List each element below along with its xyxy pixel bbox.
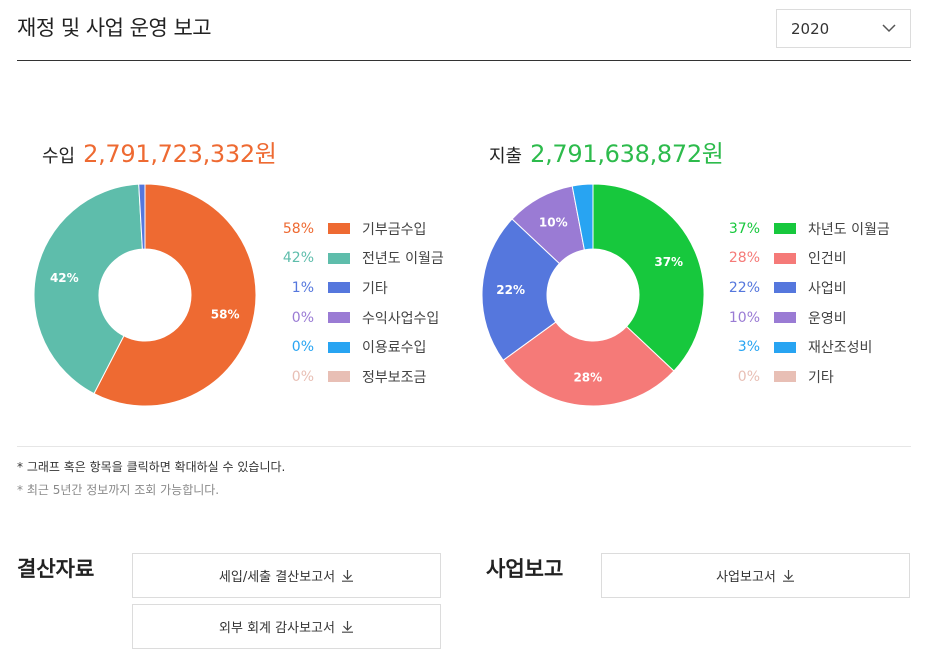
legend-label: 기타: [808, 369, 834, 386]
legend-label: 기부금수입: [362, 221, 427, 238]
legend-label: 수익사업수입: [362, 310, 440, 327]
title-divider: [17, 60, 911, 61]
legend-swatch: [774, 341, 796, 353]
income-expense-report-download-button[interactable]: 세입/세출 결산보고서: [132, 553, 441, 598]
expense-slice-label: 28%: [573, 370, 602, 384]
button-label: 외부 회계 감사보고서: [219, 621, 335, 636]
expense-legend-item[interactable]: 28% 인건비: [726, 244, 890, 274]
expense-slice-label: 37%: [654, 255, 683, 269]
business-heading: 사업보고: [486, 557, 564, 581]
legend-swatch: [328, 223, 350, 235]
legend-swatch: [328, 252, 350, 264]
range-hint-note: * 최근 5년간 정보까지 조회 가능합니다.: [17, 483, 220, 497]
expense-legend-item[interactable]: 0% 기타: [726, 362, 890, 392]
chevron-down-icon: [882, 24, 896, 33]
legend-swatch: [328, 341, 350, 353]
income-slice-label: 42%: [50, 271, 79, 285]
expense-legend-item[interactable]: 37% 차년도 이월금: [726, 214, 890, 244]
legend-percent: 1%: [291, 279, 314, 296]
legend-percent: 0%: [291, 309, 314, 326]
legend-percent: 3%: [737, 339, 760, 356]
click-hint-note: * 그래프 혹은 항목을 클릭하면 확대하실 수 있습니다.: [17, 460, 286, 474]
legend-percent: 37%: [728, 220, 760, 237]
legend-swatch: [774, 252, 796, 264]
section-divider: [17, 446, 911, 447]
income-legend: 58% 기부금수입 42% 전년도 이월금 1% 기타 0% 수익사업수입 0% 이용료수입 0% 정…: [280, 214, 444, 392]
income-slice[interactable]: [138, 183, 146, 250]
income-legend-item[interactable]: 0% 정부보조금: [280, 362, 444, 392]
income-total: 2,791,723,332원: [83, 140, 277, 168]
legend-swatch: [328, 282, 350, 294]
legend-swatch: [328, 312, 350, 324]
income-legend-item[interactable]: 1% 기타: [280, 273, 444, 303]
expense-slice[interactable]: [481, 218, 561, 361]
expense-donut-chart[interactable]: 37% 28% 22% 10%: [478, 180, 708, 410]
income-label: 수입: [42, 146, 76, 167]
year-select[interactable]: 2020: [776, 9, 911, 48]
legend-percent: 0%: [291, 339, 314, 356]
expense-label: 지출: [489, 146, 523, 167]
expense-slice-label: 10%: [539, 216, 568, 230]
download-icon: [782, 570, 794, 582]
page-title: 재정 및 사업 운영 보고: [17, 16, 212, 40]
legend-label: 인건비: [808, 251, 847, 268]
income-legend-item[interactable]: 0% 수익사업수입: [280, 303, 444, 333]
income-slice-label: 58%: [211, 308, 240, 322]
legend-percent: 58%: [282, 220, 314, 237]
income-legend-item[interactable]: 42% 전년도 이월금: [280, 244, 444, 274]
income-legend-item[interactable]: 0% 이용료수입: [280, 332, 444, 362]
button-label: 사업보고서: [716, 570, 776, 585]
download-icon: [341, 621, 353, 633]
legend-label: 정부보조금: [362, 369, 427, 386]
legend-label: 전년도 이월금: [362, 251, 444, 268]
legend-label: 기타: [362, 280, 388, 297]
legend-swatch: [774, 371, 796, 383]
legend-label: 차년도 이월금: [808, 221, 890, 238]
legend-percent: 28%: [728, 250, 760, 267]
income-legend-item[interactable]: 58% 기부금수입: [280, 214, 444, 244]
income-slice[interactable]: [93, 183, 257, 407]
legend-swatch: [774, 223, 796, 235]
legend-label: 재산조성비: [808, 340, 873, 357]
expense-legend-item[interactable]: 22% 사업비: [726, 273, 890, 303]
settlement-heading: 결산자료: [17, 557, 95, 581]
legend-swatch: [774, 312, 796, 324]
expense-slice[interactable]: [571, 183, 594, 251]
business-report-download-button[interactable]: 사업보고서: [601, 553, 910, 598]
legend-label: 사업비: [808, 280, 847, 297]
expense-legend-item[interactable]: 10% 운영비: [726, 303, 890, 333]
legend-percent: 0%: [291, 368, 314, 385]
expense-total: 2,791,638,872원: [530, 140, 724, 168]
year-select-value: 2020: [791, 19, 830, 38]
expense-slice-label: 22%: [496, 283, 525, 297]
expense-legend-item[interactable]: 3% 재산조성비: [726, 332, 890, 362]
legend-swatch: [328, 371, 350, 383]
expense-slice[interactable]: [502, 321, 675, 407]
legend-swatch: [774, 282, 796, 294]
expense-summary: 지출 2,791,638,872원: [489, 134, 724, 169]
expense-legend: 37% 차년도 이월금 28% 인건비 22% 사업비 10% 운영비 3% 재산조성비 0% 기타: [726, 214, 890, 392]
expense-slice[interactable]: [592, 183, 705, 372]
income-summary: 수입 2,791,723,332원: [42, 134, 277, 169]
legend-percent: 10%: [728, 309, 760, 326]
income-donut-chart[interactable]: 58% 42%: [30, 180, 260, 410]
download-icon: [342, 570, 354, 582]
legend-label: 이용료수입: [362, 340, 427, 357]
legend-percent: 22%: [728, 279, 760, 296]
legend-label: 운영비: [808, 310, 847, 327]
audit-report-download-button[interactable]: 외부 회계 감사보고서: [132, 604, 441, 649]
income-slice[interactable]: [33, 183, 143, 395]
button-label: 세입/세출 결산보고서: [218, 570, 336, 585]
legend-percent: 0%: [737, 368, 760, 385]
legend-percent: 42%: [282, 250, 314, 267]
